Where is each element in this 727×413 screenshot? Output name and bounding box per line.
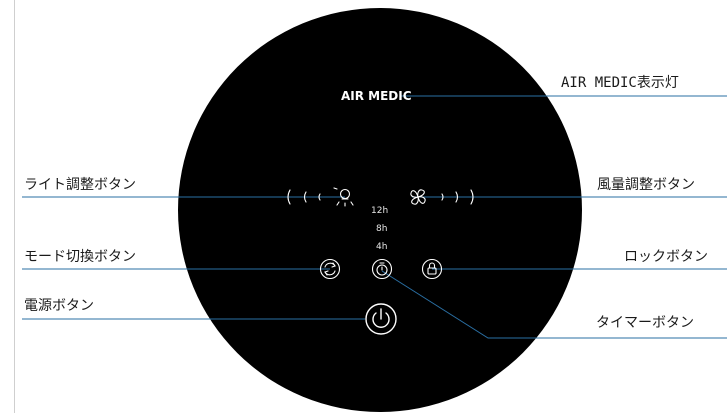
control-panel-disc — [178, 8, 582, 412]
power-icon[interactable] — [365, 303, 397, 335]
timer-option-12h: 12h — [371, 206, 389, 216]
timer-option-8h: 8h — [376, 224, 388, 234]
callout-mode-button: モード切換ボタン — [24, 249, 136, 265]
callout-power-button: 電源ボタン — [24, 298, 94, 314]
callout-fan-speed-button: 風量調整ボタン — [597, 177, 695, 193]
leader-lines — [22, 95, 727, 339]
fan-speed-indicator — [441, 193, 444, 201]
callout-timer-button: タイマーボタン — [596, 315, 694, 331]
callout-lock-button: ロックボタン — [624, 249, 708, 265]
air-medic-brand: AIR MEDIC — [341, 89, 412, 103]
light-level-indicator — [303, 191, 307, 203]
frame-border-left — [14, 0, 15, 413]
leader-timer — [381, 270, 727, 339]
callout-air-medic-light: AIR MEDIC表示灯 — [561, 75, 679, 91]
mode-cycle-icon[interactable] — [319, 258, 341, 280]
callout-light-button: ライト調整ボタン — [24, 177, 136, 193]
fan-speed-indicator — [470, 189, 474, 205]
timer-option-4h: 4h — [376, 242, 388, 252]
lock-icon[interactable] — [421, 258, 443, 280]
light-bulb-icon[interactable] — [333, 187, 354, 207]
light-level-indicator — [287, 189, 291, 205]
fan-speed-indicator — [455, 191, 459, 203]
light-level-indicator — [318, 193, 321, 201]
timer-icon[interactable] — [371, 258, 393, 280]
fan-icon[interactable] — [410, 189, 426, 205]
